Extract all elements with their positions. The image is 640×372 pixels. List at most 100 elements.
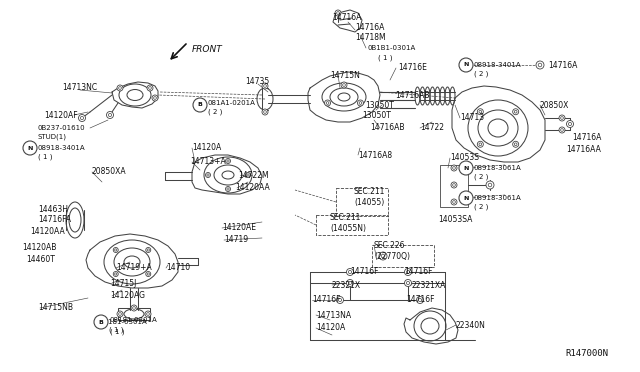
Text: 08918-3061A: 08918-3061A xyxy=(474,165,522,171)
Text: 14715N: 14715N xyxy=(330,71,360,80)
Circle shape xyxy=(193,98,207,112)
Circle shape xyxy=(262,83,268,89)
Text: ( 1 ): ( 1 ) xyxy=(110,329,125,335)
Text: 14719+A: 14719+A xyxy=(116,263,152,273)
Text: 14120AA: 14120AA xyxy=(235,183,269,192)
Circle shape xyxy=(146,247,151,253)
Text: ( 1 ): ( 1 ) xyxy=(378,55,392,61)
Circle shape xyxy=(536,61,544,69)
Text: 14463H: 14463H xyxy=(38,205,68,215)
Text: 14715NB: 14715NB xyxy=(38,304,73,312)
Circle shape xyxy=(145,311,151,317)
Text: SEC.226: SEC.226 xyxy=(374,241,406,250)
Text: 14120AF: 14120AF xyxy=(44,110,77,119)
Circle shape xyxy=(246,173,250,177)
Text: 14713NA: 14713NA xyxy=(316,311,351,320)
Circle shape xyxy=(117,85,123,91)
Circle shape xyxy=(459,58,473,72)
Text: 13050T: 13050T xyxy=(365,100,394,109)
Text: STUD(1): STUD(1) xyxy=(38,134,67,140)
Text: 14716FA: 14716FA xyxy=(38,215,71,224)
Bar xyxy=(440,165,468,207)
Text: 08918-3061A: 08918-3061A xyxy=(474,195,522,201)
Bar xyxy=(118,308,150,320)
Text: 14722M: 14722M xyxy=(238,170,269,180)
Circle shape xyxy=(23,141,37,155)
Bar xyxy=(372,245,434,267)
Text: 20850X: 20850X xyxy=(540,100,570,109)
Circle shape xyxy=(79,115,86,122)
Circle shape xyxy=(262,109,268,115)
Text: R147000N: R147000N xyxy=(565,349,608,358)
Circle shape xyxy=(147,85,153,91)
Circle shape xyxy=(337,296,344,304)
Circle shape xyxy=(335,10,341,16)
Text: FRONT: FRONT xyxy=(192,45,223,55)
Text: B: B xyxy=(198,103,202,108)
Text: N: N xyxy=(463,166,468,170)
Text: SEC.211: SEC.211 xyxy=(330,214,362,222)
Circle shape xyxy=(146,272,151,276)
Text: 22321X: 22321X xyxy=(332,280,361,289)
Circle shape xyxy=(117,311,123,317)
Circle shape xyxy=(451,199,457,205)
Circle shape xyxy=(131,305,137,311)
Text: (14055): (14055) xyxy=(354,199,384,208)
Text: 14713+A: 14713+A xyxy=(190,157,226,167)
Text: N: N xyxy=(463,196,468,201)
Text: 20850XA: 20850XA xyxy=(92,167,127,176)
Text: 14716A8: 14716A8 xyxy=(358,151,392,160)
Text: 14716A: 14716A xyxy=(355,23,385,32)
Circle shape xyxy=(513,109,518,115)
Text: 14716E: 14716E xyxy=(398,64,427,73)
Text: 14716F: 14716F xyxy=(404,267,433,276)
Text: ( 1 ): ( 1 ) xyxy=(38,154,52,160)
Text: N: N xyxy=(463,62,468,67)
Text: 14716A: 14716A xyxy=(548,61,577,70)
Circle shape xyxy=(106,112,113,119)
Circle shape xyxy=(346,279,353,286)
Text: 14716F: 14716F xyxy=(406,295,435,305)
Text: 14716AB: 14716AB xyxy=(395,90,429,99)
Text: 22340N: 22340N xyxy=(456,321,486,330)
Circle shape xyxy=(404,269,412,276)
Text: ( 2 ): ( 2 ) xyxy=(474,174,488,180)
Text: 08181-0301A: 08181-0301A xyxy=(100,319,148,325)
Circle shape xyxy=(225,158,230,164)
Text: 14713: 14713 xyxy=(460,113,484,122)
Text: 14722: 14722 xyxy=(420,124,444,132)
Text: 14120A: 14120A xyxy=(192,144,221,153)
Circle shape xyxy=(559,127,565,133)
Circle shape xyxy=(113,247,118,253)
Circle shape xyxy=(477,109,483,115)
Circle shape xyxy=(205,173,211,177)
Text: 0B1B1-0301A: 0B1B1-0301A xyxy=(368,45,416,51)
Text: 081A1-0201A: 081A1-0201A xyxy=(208,100,256,106)
Circle shape xyxy=(513,141,518,147)
Circle shape xyxy=(346,269,353,276)
Circle shape xyxy=(341,82,347,88)
Text: 14053S: 14053S xyxy=(450,154,479,163)
Text: ( 2 ): ( 2 ) xyxy=(208,109,222,115)
Text: (22770Q): (22770Q) xyxy=(374,251,410,260)
Text: 08918-3401A: 08918-3401A xyxy=(474,62,522,68)
Text: 14710: 14710 xyxy=(166,263,190,273)
Bar xyxy=(316,215,388,235)
Circle shape xyxy=(459,161,473,175)
Circle shape xyxy=(459,191,473,205)
Text: ( 2 ): ( 2 ) xyxy=(474,71,488,77)
Circle shape xyxy=(94,315,108,329)
Circle shape xyxy=(417,296,424,304)
Text: 08918-3401A: 08918-3401A xyxy=(38,145,86,151)
Circle shape xyxy=(477,141,483,147)
Text: 14715J: 14715J xyxy=(110,279,136,288)
Circle shape xyxy=(225,186,230,192)
Text: 14120AB: 14120AB xyxy=(22,244,56,253)
Text: 14716F: 14716F xyxy=(312,295,340,305)
Circle shape xyxy=(324,100,330,106)
Text: 14120AG: 14120AG xyxy=(110,292,145,301)
Text: SEC.211: SEC.211 xyxy=(354,187,385,196)
Circle shape xyxy=(152,95,158,101)
Text: 14120AE: 14120AE xyxy=(222,224,256,232)
Text: 14716F: 14716F xyxy=(350,267,378,276)
